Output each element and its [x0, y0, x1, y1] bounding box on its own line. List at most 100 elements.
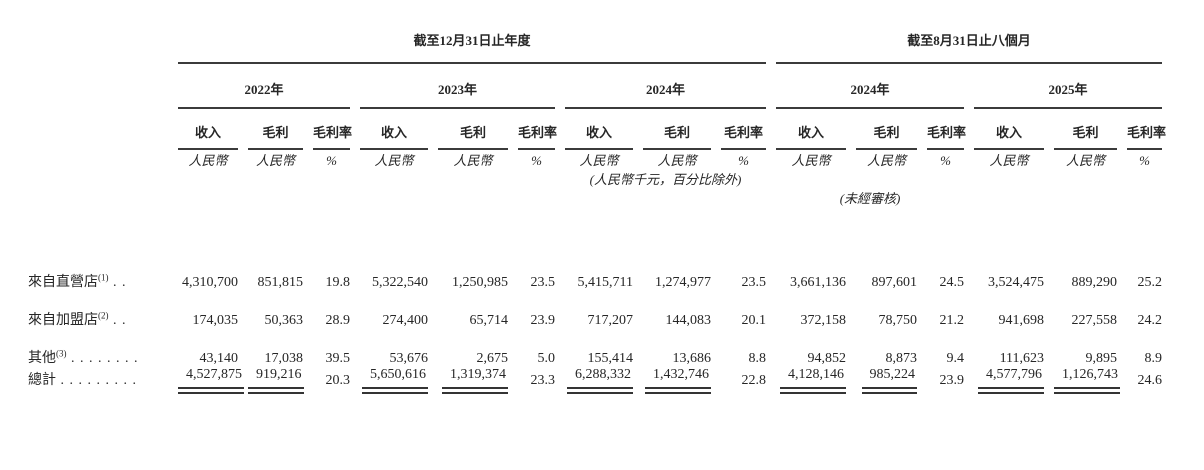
value-cell: 1,274,977	[655, 275, 711, 290]
total-value-cell: 6,288,332	[555, 367, 633, 394]
total-value: 4,577,796	[986, 367, 1043, 382]
period-header: 截至12月31日止年度	[168, 30, 767, 64]
value-cell: 94,852	[807, 351, 847, 366]
total-value-cell: 23.3	[530, 373, 556, 388]
value-cell: 941,698	[998, 313, 1045, 328]
metric-header-row: 收入 毛利 毛利率 收入 毛利 毛利率 收入 毛利 毛利率 收入 毛利 毛利率 收入 毛利 毛利率	[0, 109, 1167, 150]
value-cell: 5,322,540	[372, 275, 428, 290]
metric-label: 毛利率	[313, 125, 353, 140]
double-underline: 4,128,146	[780, 367, 847, 394]
year-header: 2025年	[964, 64, 1163, 109]
unit-label: %	[326, 153, 337, 168]
metric-rule: 收入	[565, 109, 633, 150]
value-cell: 28.9	[325, 313, 351, 328]
value-cell: 1,250,985	[452, 275, 508, 290]
corner-spacer	[0, 150, 168, 169]
value-cell: 9.4	[946, 351, 965, 366]
row-label: 其他	[28, 351, 56, 366]
metric-rule: 收入	[776, 109, 847, 150]
year-label: 2022年	[244, 82, 284, 97]
double-underline: 1,432,746	[645, 367, 711, 394]
total-label-cell: 總計 . . . . . . . . .	[0, 367, 168, 389]
total-value: 919,216	[256, 367, 302, 382]
metric-header: 收入	[168, 109, 238, 150]
year-rule: 2022年	[178, 64, 350, 109]
value-cell: 50,363	[264, 313, 304, 328]
unaudited-note: (未經審核)	[839, 191, 901, 206]
total-value: 985,224	[869, 367, 916, 382]
unit-label: 人民幣	[791, 153, 831, 168]
total-value-cell: 919,216	[238, 367, 304, 394]
empty-cell	[964, 188, 1162, 207]
financial-table-body: 截至12月31日止年度 截至8月31日止八個月 2022年 2023年 2024年 202…	[0, 30, 1167, 394]
total-label: 總計	[28, 373, 56, 388]
double-underline: 4,577,796	[978, 367, 1045, 394]
period-label: 截至8月31日止八個月	[907, 33, 1031, 48]
total-value-cell: 5,650,616	[350, 367, 428, 394]
metric-header: 毛利	[846, 109, 918, 150]
unit-label: 人民幣	[188, 153, 228, 168]
double-underline: 4,527,875	[178, 367, 244, 394]
metric-label: 毛利率	[518, 125, 558, 140]
metric-label: 收入	[585, 125, 612, 140]
value-cell: 17,038	[264, 351, 304, 366]
value-cell: 23.5	[741, 275, 767, 290]
unit-label: 人民幣	[867, 153, 907, 168]
double-underline: 1,319,374	[442, 367, 508, 394]
total-value-cell: 1,432,746	[633, 367, 711, 394]
metric-label: 毛利	[459, 125, 486, 140]
table-row: 來自直營店(1) . . 4,310,700 851,815 19.8 5,322,54…	[0, 253, 1162, 291]
double-underline: 1,126,743	[1054, 367, 1121, 394]
value-cell: 111,623	[999, 351, 1045, 366]
total-value-cell: 24.6	[1137, 373, 1163, 388]
metric-rule: 毛利率	[313, 109, 353, 150]
value-cell: 9,895	[1085, 351, 1118, 366]
empty-cell	[168, 188, 766, 207]
value-cell: 65,714	[469, 313, 509, 328]
year-label: 2023年	[437, 82, 477, 97]
total-value-cell: 4,527,875	[168, 367, 244, 394]
table-row: 來自加盟店(2) . . 174,035 50,363 28.9 274,400 65,7…	[0, 291, 1162, 329]
metric-rule: 毛利	[248, 109, 303, 150]
value-cell: 43,140	[199, 351, 239, 366]
row-label-cell: 來自直營店(1) . .	[0, 253, 168, 291]
unit-label: 人民幣	[579, 153, 619, 168]
value-cell: 227,558	[1071, 313, 1118, 328]
metric-label: 毛利率	[1127, 125, 1167, 140]
value-cell: 8.9	[1144, 351, 1163, 366]
value-cell: 20.1	[741, 313, 767, 328]
year-label: 2025年	[1048, 82, 1088, 97]
total-value-cell: 4,128,146	[766, 367, 847, 394]
metric-header: 毛利	[633, 109, 711, 150]
metric-header: 毛利率	[711, 109, 767, 150]
value-cell: 53,676	[389, 351, 429, 366]
year-label: 2024年	[850, 82, 890, 97]
value-cell: 5,415,711	[577, 275, 633, 290]
metric-rule: 毛利	[856, 109, 918, 150]
row-label: 來自直營店	[28, 275, 98, 290]
value-cell: 13,686	[672, 351, 712, 366]
double-underline: 6,288,332	[567, 367, 633, 394]
metric-rule: 收入	[178, 109, 238, 150]
total-value-cell: 1,319,374	[428, 367, 508, 394]
metric-label: 收入	[194, 125, 221, 140]
period-header-row: 截至12月31日止年度 截至8月31日止八個月	[0, 30, 1163, 64]
metric-label: 毛利	[663, 125, 690, 140]
unit-label: 人民幣	[657, 153, 697, 168]
value-cell: 8,873	[885, 351, 918, 366]
metric-header: 毛利率	[1117, 109, 1167, 150]
dot-leader: . .	[108, 275, 127, 290]
total-value: 4,527,875	[186, 367, 242, 382]
period-rule: 截至8月31日止八個月	[776, 30, 1163, 64]
value-cell: 19.8	[325, 275, 351, 290]
double-underline: 919,216	[248, 367, 304, 394]
metric-label: 毛利	[873, 125, 900, 140]
value-cell: 717,207	[587, 313, 634, 328]
total-value: 5,650,616	[370, 367, 426, 382]
year-header: 2022年	[168, 64, 350, 109]
footnote-marker: (3)	[56, 348, 67, 359]
metric-label: 收入	[380, 125, 407, 140]
corner-spacer	[0, 188, 168, 207]
value-cell: 174,035	[192, 313, 239, 328]
total-value: 1,319,374	[450, 367, 506, 382]
